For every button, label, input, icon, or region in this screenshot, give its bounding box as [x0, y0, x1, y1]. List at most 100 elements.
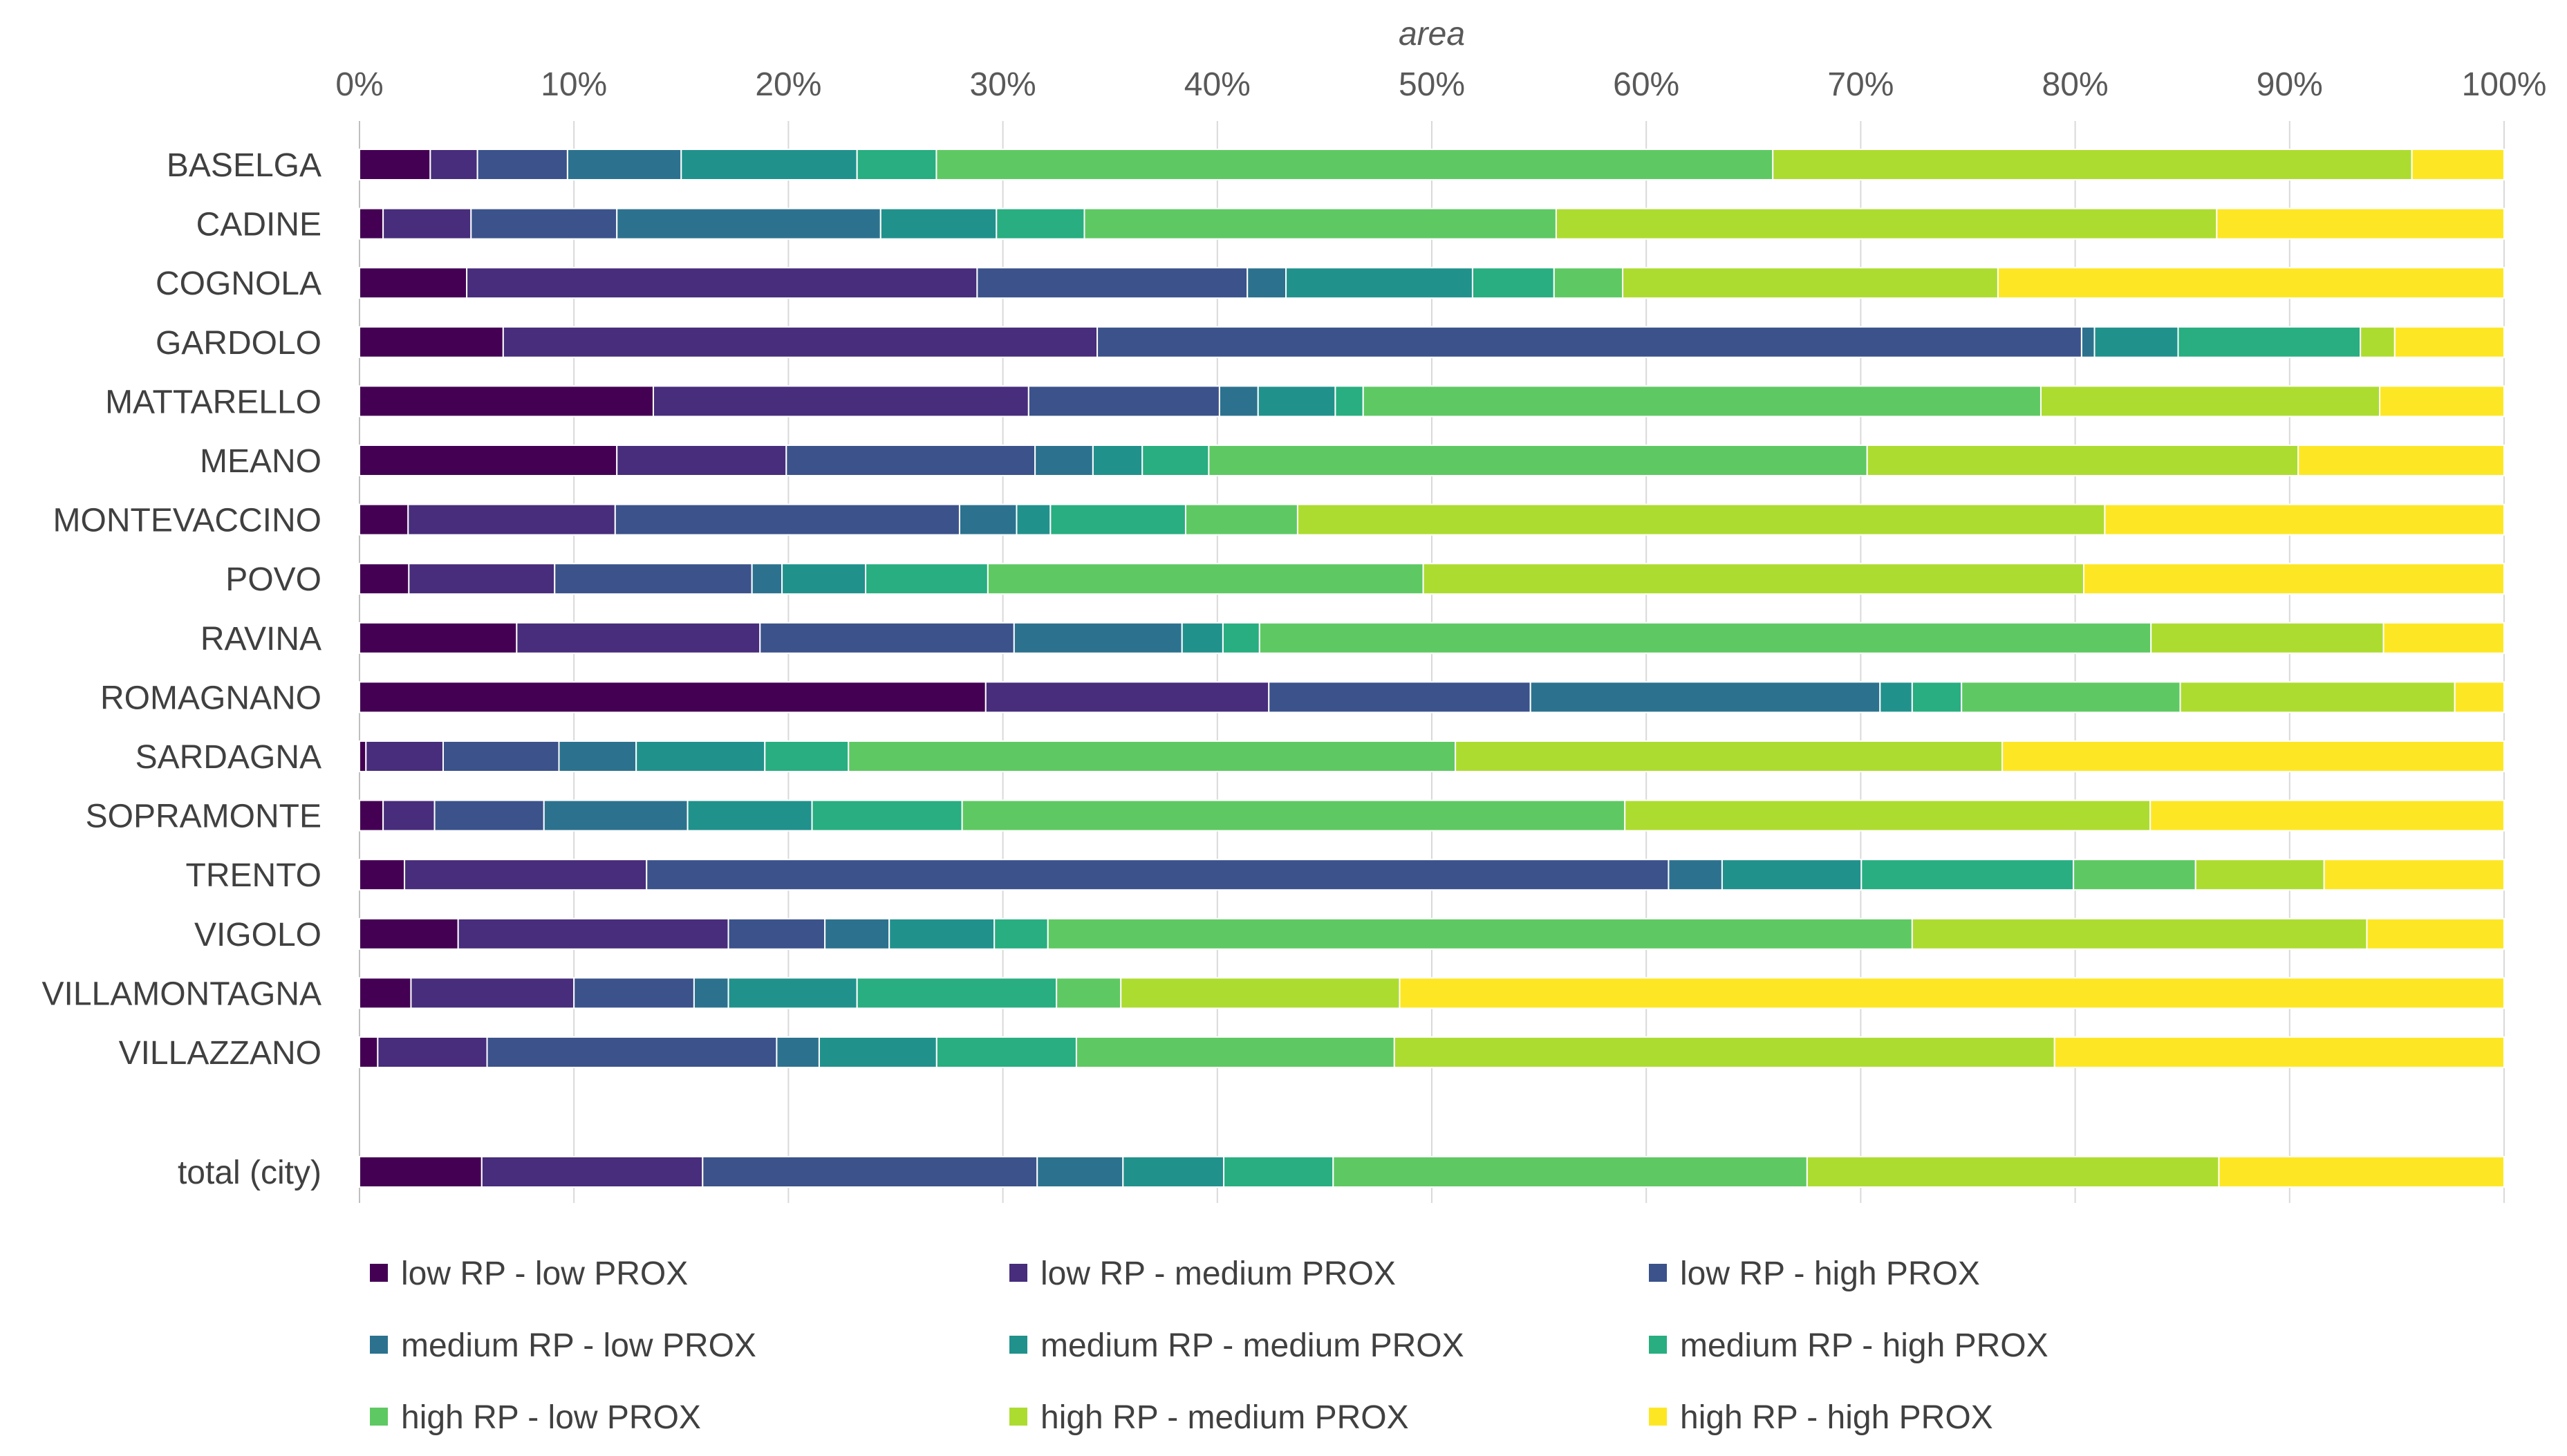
bar-segment [2393, 326, 2505, 358]
bar-segment [1056, 977, 1122, 1009]
legend-item: high RP - medium PROX [1009, 1399, 1409, 1436]
bar-segment [365, 740, 444, 772]
bar-segment [2216, 207, 2505, 240]
bar-segment [1772, 149, 2413, 180]
x-tick-label: 50% [1399, 66, 1465, 103]
bar-segment [1806, 1156, 2220, 1188]
bar-segment [2179, 681, 2456, 713]
category-label: ROMAGNANO [100, 680, 321, 716]
legend-swatch [370, 1336, 388, 1354]
category-label: MONTEVACCINO [53, 503, 321, 539]
bar-segment [359, 917, 459, 950]
bar-row [359, 917, 2505, 950]
bar-segment [359, 385, 654, 418]
bar-segment [2001, 740, 2505, 772]
bar-segment [1911, 917, 2368, 950]
bar-segment [781, 563, 867, 595]
bar-segment [457, 917, 729, 950]
bar-segment [1332, 1156, 1808, 1188]
bar-segment [1997, 267, 2505, 299]
bar-segment [410, 977, 575, 1009]
legend-label: high RP - high PROX [1680, 1399, 1993, 1436]
bar-segment [466, 267, 978, 299]
bar-segment [1092, 445, 1144, 476]
bar-segment [2053, 1036, 2505, 1068]
bar-segment [961, 799, 1626, 832]
bar-segment [1223, 1156, 1334, 1188]
legend-label: medium RP - high PROX [1680, 1327, 2048, 1364]
bar-row [359, 859, 2505, 891]
bar-segment [359, 563, 410, 595]
bar-segment [359, 681, 987, 713]
bar-segment [359, 149, 431, 180]
category-label: MEANO [200, 443, 321, 480]
bar-segment [1096, 326, 2082, 358]
bar-segment [646, 859, 1670, 891]
bar-segment [759, 622, 1015, 654]
category-label: RAVINA [200, 621, 321, 657]
category-label: MATTARELLO [105, 384, 321, 420]
bar-row [359, 207, 2505, 240]
bar-segment [359, 267, 468, 299]
bar-segment [543, 799, 689, 832]
bar-segment [811, 799, 963, 832]
gridlines [359, 121, 2505, 1203]
bar-segment [848, 740, 1457, 772]
bar-segment [359, 977, 412, 1009]
bar-segment [976, 267, 1249, 299]
bar-segment [1622, 267, 1999, 299]
bar-segment [2177, 326, 2362, 358]
x-tick-label: 80% [2042, 66, 2109, 103]
bar-segment [856, 149, 937, 180]
bar-segment [382, 207, 472, 240]
legend-item: medium RP - high PROX [1649, 1327, 2048, 1364]
bar-segment [680, 149, 858, 180]
bar-segment [1268, 681, 1531, 713]
bar-segment [2194, 859, 2325, 891]
bar-row [359, 503, 2505, 536]
bar-segment [1181, 622, 1224, 654]
legend-label: medium RP - low PROX [401, 1327, 756, 1364]
bar-segment [554, 563, 753, 595]
bar-segment [996, 207, 1085, 240]
bar-segment [1016, 503, 1052, 536]
category-label: VILLAMONTAGNA [41, 976, 321, 1012]
bar-segment [984, 681, 1270, 713]
legend-swatch [1649, 1336, 1667, 1354]
bar-segment [1455, 740, 2004, 772]
bar-segment [1866, 445, 2299, 476]
bar-segment [404, 859, 648, 891]
bar-segment [856, 977, 1058, 1009]
bar-segment [2104, 503, 2505, 536]
bar-segment [776, 1036, 820, 1068]
bar-segment [359, 622, 518, 654]
legend-label: high RP - medium PROX [1040, 1399, 1409, 1436]
bar-segment [486, 1036, 778, 1068]
bar-row [359, 622, 2505, 654]
bar-segment [635, 740, 766, 772]
bar-segment [2323, 859, 2505, 891]
bar-segment [1296, 503, 2106, 536]
bar-segment [764, 740, 850, 772]
bar-segment [408, 563, 556, 595]
bar-segment [2039, 385, 2381, 418]
bar-segment [614, 503, 960, 536]
bar-segment [2360, 326, 2396, 358]
bar-segment [566, 149, 682, 180]
bar-row [359, 149, 2505, 180]
bar-segment [1668, 859, 1723, 891]
bar-segment [1258, 622, 2152, 654]
x-tick-label: 30% [970, 66, 1036, 103]
category-label: SOPRAMONTE [86, 799, 321, 835]
bar-segment [359, 1036, 379, 1068]
bar-row [359, 385, 2505, 418]
x-tick-label: 40% [1184, 66, 1251, 103]
bar-segment [1555, 207, 2218, 240]
bar-segment [879, 207, 998, 240]
bar-segment [1422, 563, 2085, 595]
bar-segment [818, 1036, 937, 1068]
bar-segment [1285, 267, 1473, 299]
bar-row [359, 326, 2505, 358]
legend-label: low RP - low PROX [401, 1256, 688, 1292]
